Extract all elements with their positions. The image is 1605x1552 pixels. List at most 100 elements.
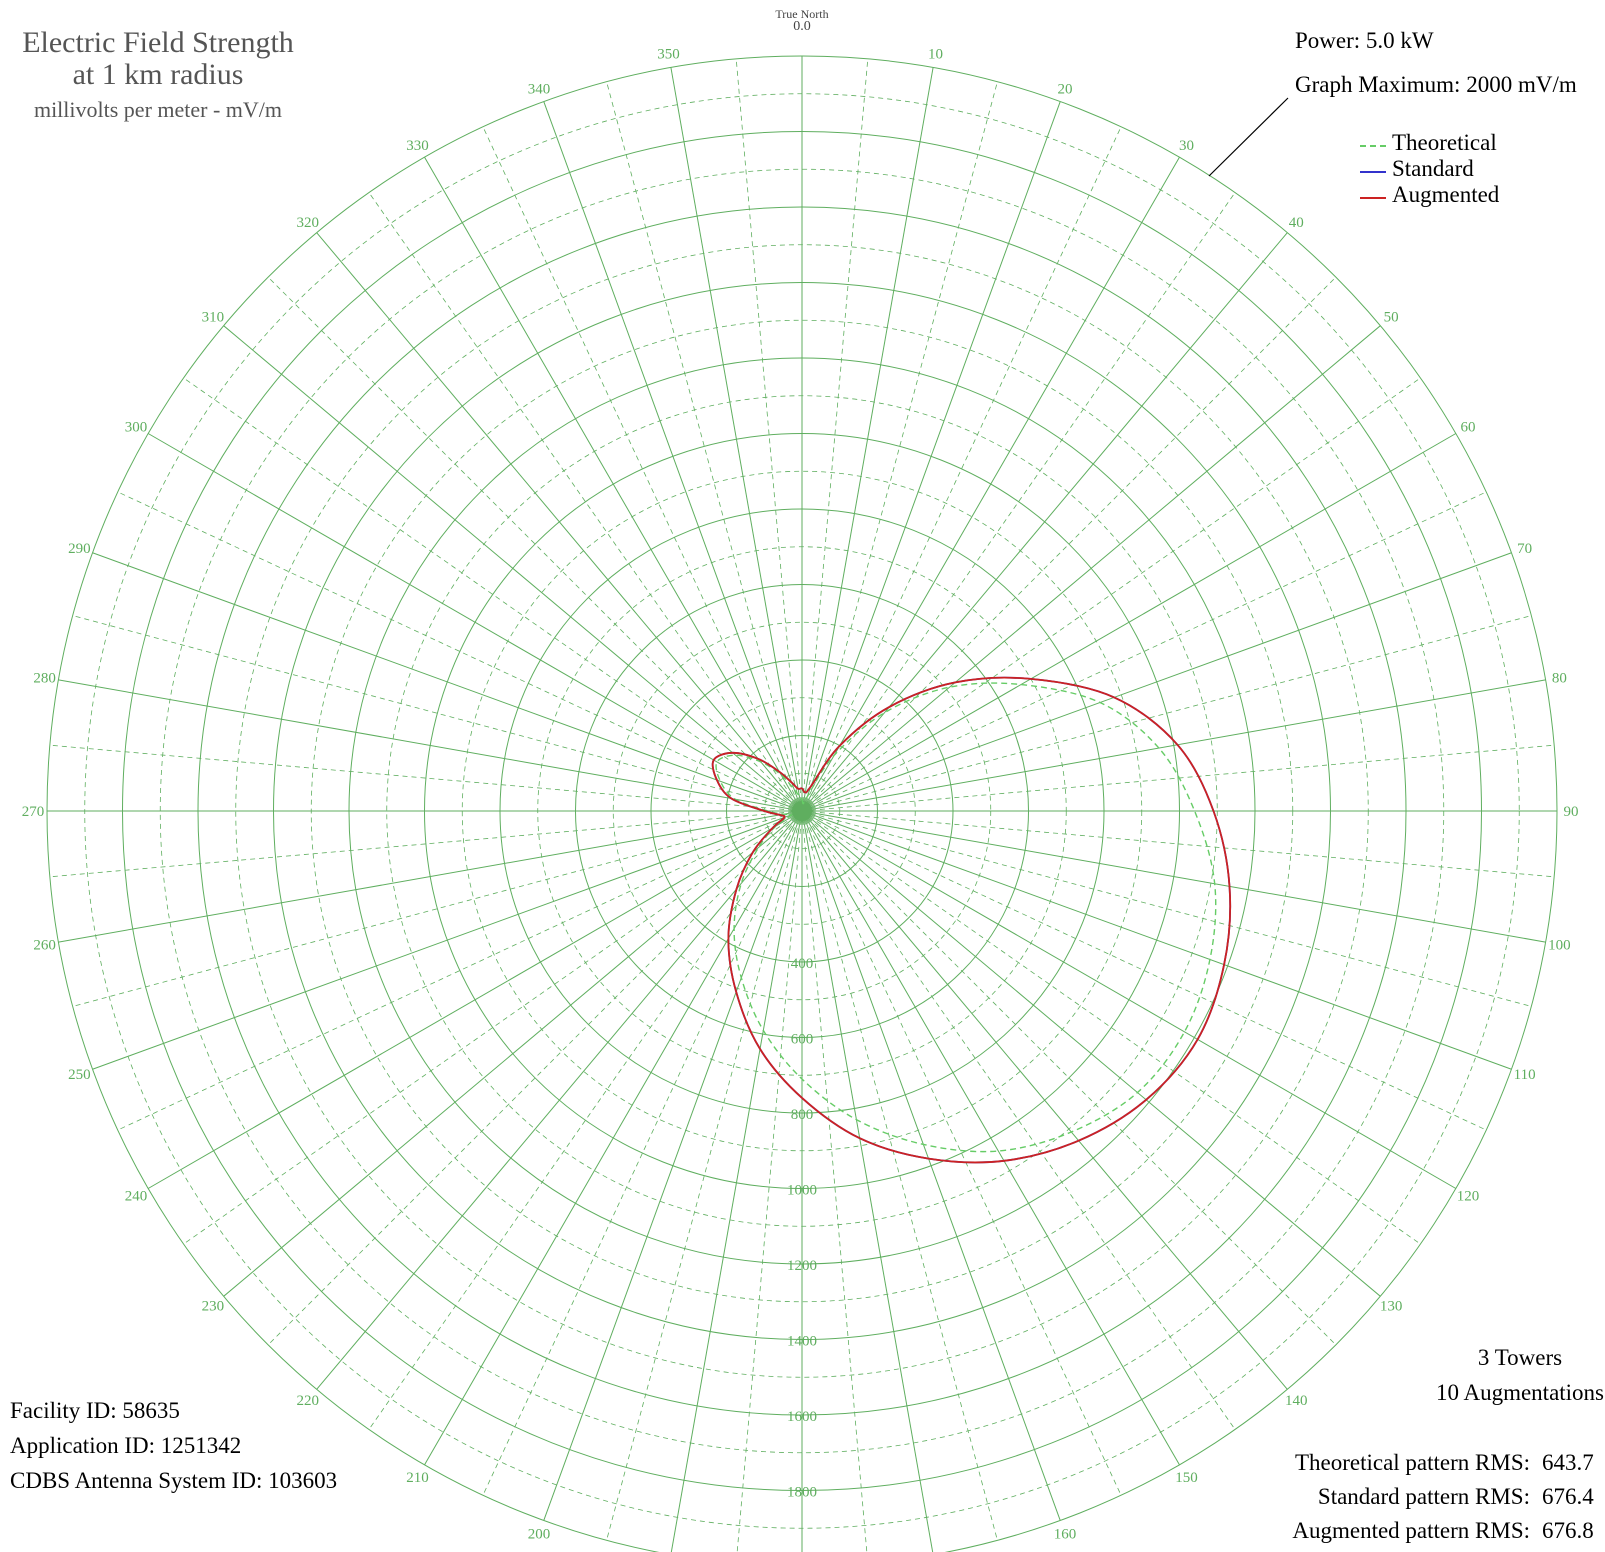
rms-value: 676.4	[1542, 1484, 1594, 1509]
grid-spoke	[801, 232, 1288, 812]
grid-spoke	[424, 156, 803, 812]
grid-spoke	[801, 810, 1512, 1070]
angle-label: 350	[657, 47, 680, 63]
grid-spoke	[58, 679, 803, 812]
angle-label: 340	[528, 81, 551, 97]
grid-spoke-minor	[736, 810, 803, 1552]
radial-tick-label: 1800	[787, 1485, 817, 1501]
legend-label: Theoretical	[1392, 130, 1497, 155]
legend-swatch-standard	[1360, 171, 1386, 174]
angle-label: 160	[1054, 1527, 1077, 1543]
series-augmented	[711, 676, 1232, 1164]
chart-title: Electric Field Strength	[22, 26, 294, 59]
grid-spoke	[147, 810, 803, 1189]
radial-tick-labels: 400 600 800 1000 1200 1400 1600 1800	[787, 956, 817, 1501]
radial-tick-label: 1000	[787, 1183, 817, 1199]
legend-swatch-theoretical	[1360, 145, 1386, 148]
grid-spoke	[801, 810, 1546, 943]
angle-label: 90	[1564, 804, 1579, 820]
grid-spoke	[670, 67, 803, 812]
angle-label: 80	[1552, 670, 1567, 686]
rms-row-augmented: Augmented pattern RMS: 676.8	[1200, 1518, 1605, 1552]
grid-spoke	[316, 810, 803, 1390]
angle-label: 10	[928, 47, 943, 63]
grid-spoke	[670, 810, 803, 1552]
angle-label: 40	[1289, 215, 1304, 231]
grid-spoke	[801, 810, 1381, 1297]
angle-label: 110	[1514, 1067, 1536, 1083]
grid-spoke	[801, 325, 1381, 812]
rms-row-theoretical: Theoretical pattern RMS: 643.7	[1200, 1450, 1605, 1484]
center-hub	[792, 801, 812, 821]
polar-grid	[46, 55, 1558, 1552]
grid-spoke	[58, 810, 803, 943]
cdbs-antenna-system-id: CDBS Antenna System ID: 103603	[10, 1468, 338, 1493]
grid-spoke	[801, 552, 1512, 812]
angle-label: 330	[406, 138, 429, 154]
true-north-label: True North	[775, 7, 828, 21]
legend-swatch-augmented	[1360, 197, 1386, 200]
grid-spoke	[801, 679, 1546, 812]
angle-label: 270	[22, 804, 45, 820]
grid-spoke	[801, 810, 1061, 1521]
grid-spoke	[801, 810, 1457, 1189]
grid-spoke	[801, 101, 1061, 812]
power-label: Power: 5.0 kW	[1295, 28, 1434, 53]
radial-tick-label: 800	[791, 1107, 814, 1123]
legend-label: Standard	[1392, 156, 1474, 181]
legend-item-theoretical: Theoretical	[1360, 130, 1499, 156]
grid-spoke-minor	[801, 810, 868, 1552]
grid-spoke	[543, 101, 803, 812]
angle-label: 240	[125, 1189, 148, 1205]
north-value-label: 0.0	[793, 19, 811, 34]
angle-label: 200	[528, 1527, 551, 1543]
grid-spoke	[424, 810, 803, 1466]
application-id: Application ID: 1251342	[10, 1433, 242, 1458]
angle-label: 30	[1179, 138, 1194, 154]
legend-item-augmented: Augmented	[1360, 182, 1499, 208]
angle-label: 230	[202, 1298, 225, 1314]
legend: Theoretical Standard Augmented	[1360, 130, 1499, 208]
rms-label: Standard pattern RMS:	[1317, 1484, 1530, 1509]
angle-label: 250	[68, 1067, 91, 1083]
angle-label: 290	[68, 541, 91, 557]
grid-spoke	[543, 810, 803, 1521]
radial-tick-label: 1600	[787, 1409, 817, 1425]
radial-tick-label: 1400	[787, 1334, 817, 1350]
radial-tick-label: 400	[791, 956, 814, 972]
angle-label: 320	[296, 215, 319, 231]
graph-max-leader-line	[1208, 97, 1289, 177]
grid-spoke	[147, 433, 803, 812]
angle-label: 140	[1285, 1393, 1308, 1409]
grid-spoke	[223, 325, 803, 812]
series-theoretical	[715, 682, 1217, 1153]
rms-label: Augmented pattern RMS:	[1292, 1518, 1530, 1543]
angle-label: 20	[1058, 81, 1073, 97]
augmentations-count: 10 Augmentations	[1435, 1380, 1605, 1405]
angle-label: 70	[1517, 541, 1532, 557]
graph-maximum-label: Graph Maximum: 2000 mV/m	[1295, 72, 1577, 97]
angle-label: 50	[1384, 310, 1399, 326]
angle-labels: 10 20 30 40 50 60 70 80 90 100 110 120 130 140 150 160 1…	[22, 7, 1579, 1543]
towers-count: 3 Towers	[1477, 1345, 1563, 1370]
grid-spoke	[801, 156, 1180, 812]
chart-units: millivolts per meter - mV/m	[33, 97, 283, 122]
angle-label: 300	[125, 420, 148, 436]
grid-spoke	[801, 810, 1180, 1466]
grid-spoke	[801, 67, 934, 812]
angle-label: 210	[406, 1470, 429, 1486]
grid-spoke	[223, 810, 803, 1297]
chart-subtitle: at 1 km radius	[72, 58, 244, 91]
angle-label: 130	[1380, 1298, 1403, 1314]
grid-spoke	[801, 433, 1457, 812]
angle-label: 60	[1460, 420, 1475, 436]
rms-label: Theoretical pattern RMS:	[1294, 1450, 1530, 1475]
grid-spoke	[92, 810, 803, 1070]
angle-label: 100	[1548, 938, 1571, 954]
angle-label: 310	[202, 310, 225, 326]
series-standard	[711, 676, 1232, 1164]
radial-tick-label: 1200	[787, 1258, 817, 1274]
legend-label: Augmented	[1392, 182, 1500, 207]
angle-label: 260	[33, 938, 56, 954]
